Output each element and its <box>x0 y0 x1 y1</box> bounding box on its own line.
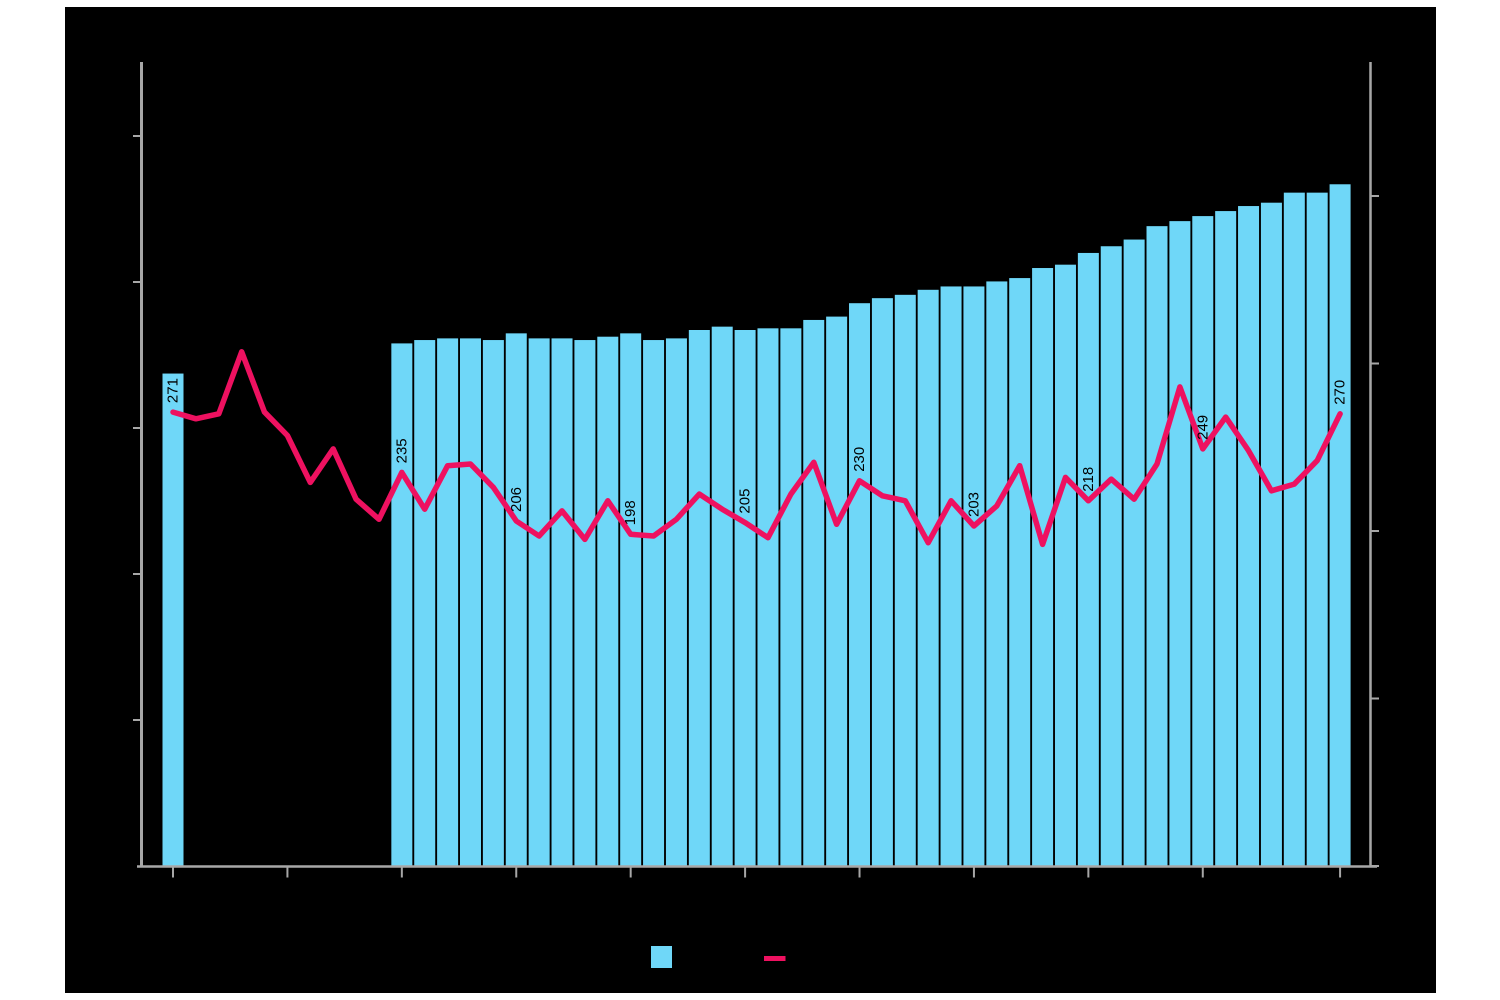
bar <box>826 316 848 868</box>
line-data-label: 206 <box>508 487 525 512</box>
line-data-label: 270 <box>1332 380 1349 405</box>
line-data-label: 235 <box>393 438 410 463</box>
bar <box>1215 211 1237 867</box>
bar <box>1329 184 1351 867</box>
bar <box>1123 239 1145 868</box>
bar <box>597 336 619 867</box>
bar <box>1283 192 1305 867</box>
line-data-label: 205 <box>737 489 754 514</box>
line-data-label: 218 <box>1080 467 1097 492</box>
bar <box>940 286 962 867</box>
bar <box>1100 246 1122 867</box>
bar <box>803 319 825 867</box>
bar <box>391 343 413 867</box>
bar <box>665 338 687 867</box>
bar <box>894 294 916 867</box>
bar <box>1146 226 1168 867</box>
chart-canvas: 271 235 206 198 205 230 203 218 249 270 <box>65 7 1436 993</box>
bar <box>414 340 436 867</box>
bar <box>1169 221 1191 867</box>
bar <box>551 338 573 867</box>
bar <box>643 340 665 867</box>
bar <box>780 328 802 867</box>
bar <box>849 303 871 867</box>
line-data-label: 203 <box>965 492 982 517</box>
combo-chart: 271 235 206 198 205 230 203 218 249 270 <box>65 7 1436 993</box>
bar <box>1077 252 1099 867</box>
bar <box>963 286 985 867</box>
trend-line <box>170 349 1343 548</box>
bar <box>620 333 642 868</box>
bar <box>482 340 504 867</box>
bar <box>1032 268 1054 867</box>
bar <box>1260 202 1282 867</box>
bar <box>757 328 779 867</box>
bar <box>711 326 733 867</box>
bar <box>1306 192 1328 867</box>
bar <box>986 281 1008 867</box>
line-data-label: 230 <box>851 447 868 472</box>
bar <box>1192 216 1214 868</box>
legend-bar-swatch <box>651 946 672 968</box>
line-data-label: 249 <box>1194 415 1211 440</box>
bar <box>162 373 184 867</box>
bar <box>437 338 459 867</box>
bar <box>574 340 596 867</box>
bar <box>1009 278 1031 867</box>
bar <box>528 338 550 867</box>
bar <box>459 338 481 867</box>
bar <box>505 333 527 868</box>
bar <box>734 330 756 867</box>
bar <box>871 298 893 867</box>
bar <box>1054 264 1076 867</box>
bar <box>917 289 939 867</box>
line-data-label: 198 <box>622 500 639 525</box>
bar <box>688 330 710 867</box>
bar <box>1238 206 1260 868</box>
line-data-label: 271 <box>165 378 182 403</box>
